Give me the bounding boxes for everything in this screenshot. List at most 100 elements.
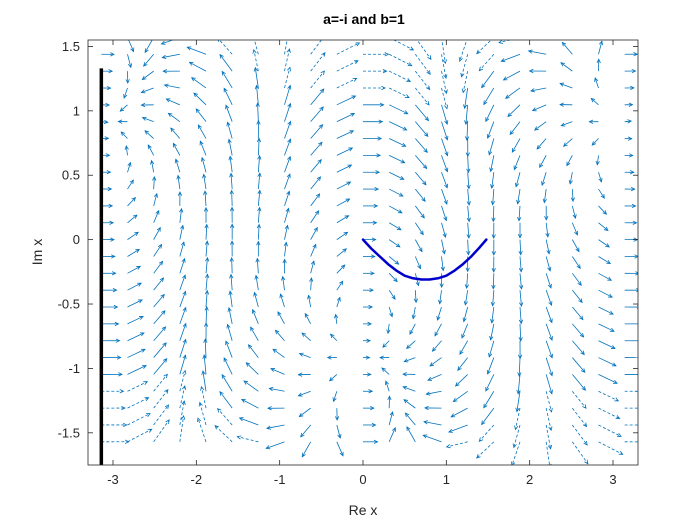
field-arrow-head [238,417,244,422]
field-arrow-head [195,108,200,113]
field-arrow-head [253,66,258,72]
field-arrow [269,387,285,392]
field-arrow [223,357,233,375]
field-arrow-head [602,210,608,215]
field-arrow [195,108,207,122]
field-arrow [153,176,155,190]
field-arrow [441,172,448,188]
field-arrow-head [355,42,361,47]
field-arrow-head [511,148,516,153]
field-arrow-head [389,411,394,416]
field-arrow-head [106,85,112,91]
field-arrow [205,224,208,240]
field-arrow [519,239,522,255]
field-arrow-head [399,175,405,180]
field-arrow-head [300,432,305,438]
field-arrow-head [301,452,306,458]
field-arrow-head [193,92,198,98]
field-arrow-head [534,126,539,131]
field-arrow-head [458,57,463,63]
field-arrow [487,357,495,375]
field-arrow-head [400,159,406,164]
field-arrow-head [287,84,292,90]
field-arrow-head [368,389,374,394]
field-arrow-head [155,209,160,215]
field-arrow-head [146,413,151,417]
field-arrow-head [610,345,616,349]
field-arrow-head [265,445,271,450]
field-arrow-head [502,76,508,81]
field-arrow [257,173,261,190]
field-arrow-head [460,72,465,78]
field-arrow [301,332,311,342]
field-arrow [310,244,317,257]
field-arrow [230,274,233,291]
field-arrow [162,53,180,58]
field-arrow [415,222,424,235]
field-arrow-head [140,348,146,353]
field-arrow-head [165,419,170,424]
field-arrow-head [560,122,566,127]
field-arrow [465,104,469,125]
field-arrow-head [180,224,185,230]
field-arrow-head [459,350,464,356]
field-arrow-head [255,257,260,263]
field-arrow-head [229,273,234,279]
field-arrow [153,294,165,308]
field-arrow [336,280,344,291]
field-arrow [199,141,207,156]
field-arrow-head [516,199,521,205]
field-arrow [202,370,207,392]
field-arrow [492,205,495,222]
field-arrow-head [457,366,462,371]
field-arrow-head [393,277,398,283]
field-arrow-head [250,326,255,332]
field-arrow [270,368,285,375]
field-arrow-head [441,249,446,255]
field-arrow [254,40,259,55]
field-arrow-head [516,389,521,395]
field-arrow-head [319,106,324,111]
field-arrow [170,127,181,139]
field-arrow [127,381,148,392]
field-arrow-head [367,321,373,326]
x-axis-label: Re x [349,502,378,518]
field-arrow [172,143,181,156]
axes-background [88,40,638,465]
field-arrow-head [411,314,416,320]
field-arrow-head [442,233,447,238]
field-arrow-head [225,340,230,346]
field-arrow [191,77,207,89]
field-arrow [488,340,495,358]
field-arrow [545,273,552,289]
field-arrow [239,417,259,426]
field-arrow [151,160,155,173]
field-arrow [479,54,495,71]
field-arrow-head [229,189,234,195]
field-arrow-head [577,281,582,287]
field-arrow [598,374,618,384]
field-arrow-head [518,250,523,256]
field-arrow [432,340,442,352]
field-arrow [257,190,261,206]
field-arrow-head [594,77,599,82]
field-arrow-head [204,240,210,246]
field-arrow [333,391,338,402]
field-arrow-head [127,63,133,69]
field-arrow-head [406,344,411,350]
field-arrow-head [204,223,209,229]
field-arrow-head [583,440,588,446]
field-arrow-head [137,282,142,287]
field-arrow-head [485,386,490,392]
field-arrow-head [629,170,635,175]
field-arrow-head [200,385,205,391]
field-arrow [536,138,547,150]
field-arrow [624,120,632,123]
field-arrow [598,272,612,281]
field-arrow [127,397,149,409]
field-arrow [388,289,396,300]
field-arrow-head [429,362,435,367]
field-arrow [415,54,431,75]
field-arrow [284,121,291,139]
field-arrow [310,70,325,89]
